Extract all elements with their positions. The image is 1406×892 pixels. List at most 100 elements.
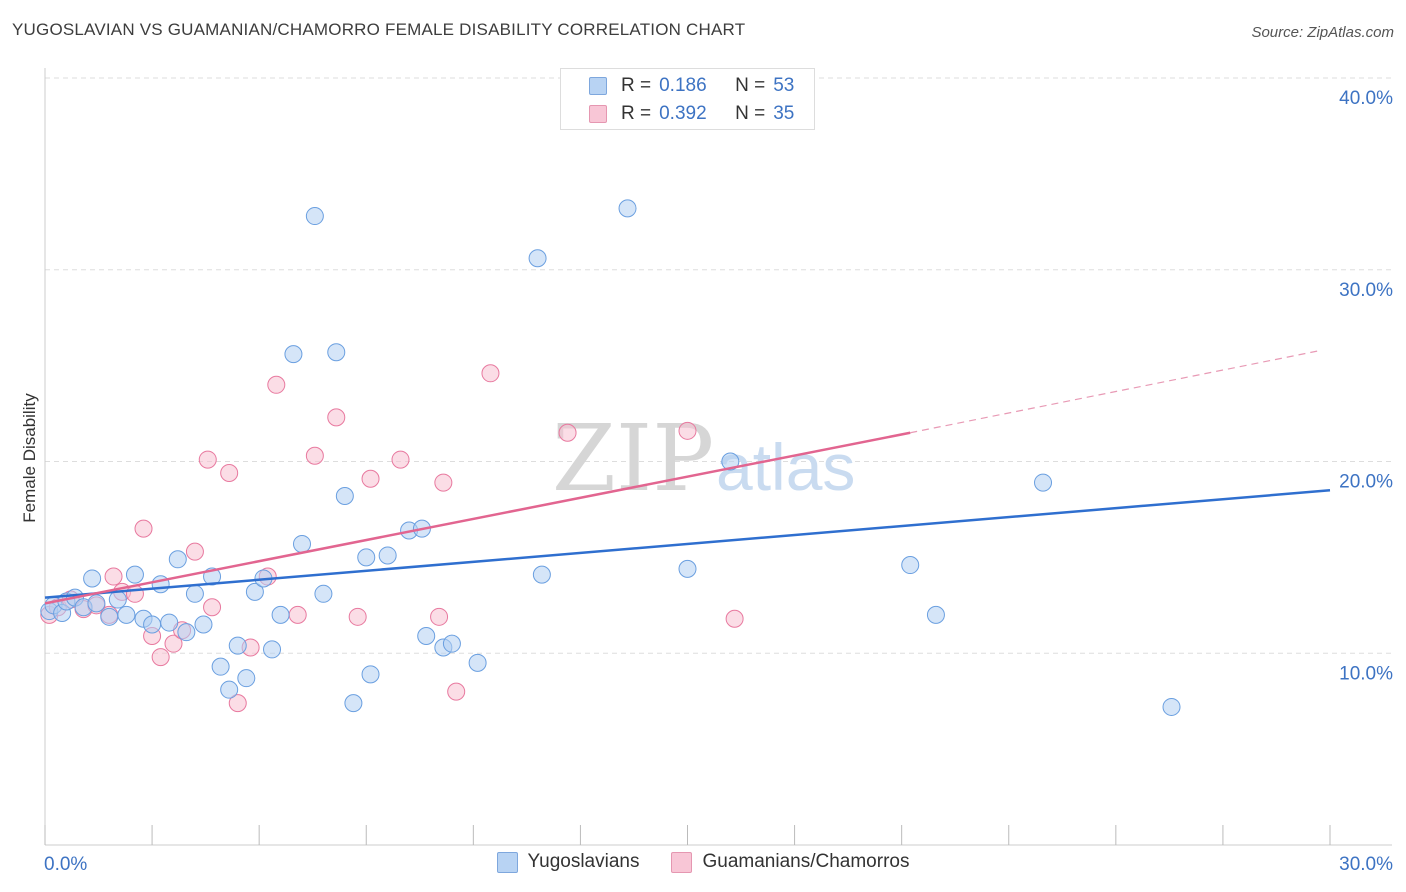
data-point-guamanian — [203, 598, 222, 617]
data-point-guamanian — [725, 609, 744, 628]
data-point-yugoslavian — [357, 548, 376, 567]
data-point-yugoslavian — [194, 615, 213, 634]
data-point-yugoslavian — [442, 634, 461, 653]
data-point-yugoslavian — [721, 452, 740, 471]
tick-labels: 10.0% 20.0% 30.0% 40.0% 0.0% 30.0% — [44, 88, 1393, 875]
data-point-guamanian — [151, 648, 170, 667]
data-point-yugoslavian — [125, 565, 144, 584]
data-point-yugoslavian — [211, 657, 230, 676]
data-point-yugoslavian — [185, 584, 204, 603]
data-point-guamanian — [558, 423, 577, 442]
trend-line-yugoslavians — [44, 489, 1331, 599]
data-point-yugoslavian — [83, 569, 102, 588]
data-point-yugoslavian — [901, 556, 920, 575]
stats-box: R = 0.186 N = 53 R = 0.392 N = 35 — [560, 68, 815, 130]
data-point-guamanian — [481, 364, 500, 383]
data-point-guamanian — [288, 605, 307, 624]
data-point-guamanian — [220, 464, 239, 483]
axes — [44, 68, 1392, 846]
data-point-yugoslavian — [177, 623, 196, 642]
trend-lines — [44, 349, 1331, 605]
data-point-guamanian — [134, 519, 153, 538]
data-point-yugoslavian — [361, 665, 380, 684]
data-point-guamanian — [228, 694, 247, 713]
trend-line-guamanians — [44, 431, 911, 605]
gridlines — [45, 77, 1392, 654]
n-label: N = — [735, 103, 766, 124]
data-point-yugoslavian — [618, 199, 637, 218]
y-tick-label: 30.0% — [1339, 280, 1393, 301]
blue-swatch — [496, 851, 518, 873]
data-point-yugoslavian — [1162, 697, 1181, 716]
n-label: N = — [735, 75, 766, 96]
y-tick-label: 40.0% — [1339, 88, 1393, 109]
legend-label: Yugoslavians — [527, 851, 640, 872]
data-point-guamanian — [185, 542, 204, 561]
data-point-guamanian — [434, 473, 453, 492]
data-point-guamanian — [391, 450, 410, 469]
watermark-zip: ZIP — [552, 405, 714, 512]
data-point-yugoslavian — [417, 626, 436, 645]
data-point-yugoslavian — [468, 653, 487, 672]
legend-label: Guamanians/Chamorros — [702, 851, 910, 872]
data-point-yugoslavian — [168, 550, 187, 569]
n-value: 53 — [773, 75, 795, 96]
points-yugoslavians — [40, 199, 1181, 716]
data-point-yugoslavian — [305, 207, 324, 226]
data-point-yugoslavian — [117, 605, 136, 624]
legend: Yugoslavians Guamanians/Chamorros — [0, 851, 1406, 873]
data-point-yugoslavian — [143, 615, 162, 634]
data-point-yugoslavian — [378, 546, 397, 565]
pink-swatch — [589, 105, 607, 123]
stats-row-yugoslavians: R = 0.186 N = 53 — [561, 72, 794, 100]
x-tick-label: 0.0% — [44, 854, 87, 875]
source-label: Source: ZipAtlas.com — [1251, 24, 1394, 41]
data-point-guamanian — [678, 421, 697, 440]
data-point-yugoslavian — [327, 343, 346, 362]
data-point-yugoslavian — [271, 605, 290, 624]
data-point-yugoslavian — [228, 636, 247, 655]
data-point-yugoslavian — [528, 249, 547, 268]
data-point-guamanian — [348, 607, 367, 626]
data-point-yugoslavian — [263, 640, 282, 659]
data-point-yugoslavian — [220, 680, 239, 699]
y-tick-label: 20.0% — [1339, 472, 1393, 493]
legend-item-yugoslavians[interactable]: Yugoslavians — [496, 851, 640, 873]
data-point-yugoslavian — [284, 345, 303, 364]
data-point-yugoslavian — [926, 605, 945, 624]
data-point-guamanian — [447, 682, 466, 701]
x-tick-label: 30.0% — [1339, 854, 1393, 875]
data-point-guamanian — [361, 469, 380, 488]
data-point-yugoslavian — [314, 584, 333, 603]
data-point-yugoslavian — [100, 607, 119, 626]
trend-line-guamanians-extension — [910, 349, 1322, 434]
data-point-yugoslavian — [237, 669, 256, 688]
data-point-yugoslavian — [532, 565, 551, 584]
blue-swatch — [589, 77, 607, 95]
r-label: R = — [621, 103, 652, 124]
data-point-yugoslavian — [344, 694, 363, 713]
data-point-yugoslavian — [87, 594, 106, 613]
data-point-guamanian — [198, 450, 217, 469]
data-point-yugoslavian — [678, 559, 697, 578]
data-point-yugoslavian — [1034, 473, 1053, 492]
data-point-guamanian — [164, 634, 183, 653]
data-point-guamanian — [327, 408, 346, 427]
data-point-yugoslavian — [160, 613, 179, 632]
data-point-yugoslavian — [108, 590, 127, 609]
data-point-guamanian — [104, 567, 123, 586]
y-tick-label: 10.0% — [1339, 663, 1393, 684]
data-point-guamanian — [430, 607, 449, 626]
data-point-yugoslavian — [293, 534, 311, 553]
data-point-guamanian — [305, 446, 324, 465]
r-value: 0.186 — [659, 75, 707, 96]
pink-swatch — [671, 851, 693, 873]
stats-row-guamanians: R = 0.392 N = 35 — [561, 100, 794, 128]
r-label: R = — [621, 75, 652, 96]
legend-item-guamanians[interactable]: Guamanians/Chamorros — [671, 851, 909, 873]
r-value: 0.392 — [659, 103, 707, 124]
data-point-yugoslavian — [245, 582, 264, 601]
n-value: 35 — [773, 103, 795, 124]
data-point-yugoslavian — [335, 487, 354, 506]
